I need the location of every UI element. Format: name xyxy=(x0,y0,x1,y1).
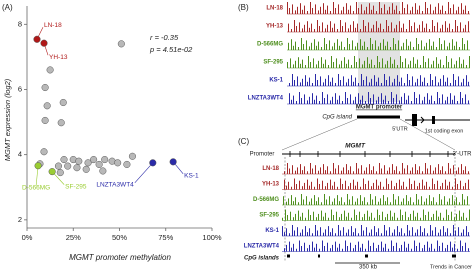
y-tick-label: 4 xyxy=(18,150,22,159)
point-label: YH-13 xyxy=(49,54,68,61)
track-label: LNZTA3WT4 xyxy=(244,244,280,250)
point-label: LNZTA3WT4 xyxy=(96,182,134,189)
point xyxy=(73,164,81,172)
point xyxy=(114,159,122,167)
point xyxy=(101,156,109,164)
point xyxy=(34,162,42,170)
track-label: SF-295 xyxy=(263,60,283,66)
zoom-line xyxy=(399,118,456,151)
point-label: LN-18 xyxy=(44,22,62,29)
promoter-label: MGMT promoter xyxy=(356,105,403,111)
point xyxy=(149,159,157,167)
x-tick-label: 100% xyxy=(202,233,222,242)
zoom-line xyxy=(281,118,358,151)
x-tick-label: 50% xyxy=(112,233,127,242)
point xyxy=(56,169,64,177)
point xyxy=(41,116,49,124)
track-label: YH-13 xyxy=(266,24,284,30)
signal-track xyxy=(282,178,470,190)
exon-ticks xyxy=(289,151,449,157)
signal-track xyxy=(287,56,470,68)
point xyxy=(40,148,48,156)
y-tick-label: 8 xyxy=(18,19,22,28)
point-label: D-566MG xyxy=(22,184,50,191)
signal-track xyxy=(282,163,470,174)
signal-track xyxy=(287,2,470,14)
point xyxy=(43,102,51,110)
x-tick-label: 75% xyxy=(158,233,173,242)
signal-track xyxy=(287,20,470,32)
point xyxy=(128,152,136,160)
point xyxy=(64,162,72,170)
signal-track xyxy=(282,194,470,205)
point xyxy=(40,39,48,47)
annotation: p = 4.51e-02 xyxy=(149,45,193,54)
signal-track xyxy=(287,74,470,86)
y-axis-title: MGMT expression (log2) xyxy=(3,78,12,161)
gene-label: MGMT xyxy=(345,143,366,150)
highlight-region xyxy=(358,2,400,102)
point-label: KS-1 xyxy=(184,173,199,180)
track-label: D-566MG xyxy=(257,42,283,48)
track-label: LN-18 xyxy=(266,6,283,12)
point xyxy=(123,160,131,168)
point xyxy=(117,40,125,48)
signal-track xyxy=(287,92,470,104)
panel-label: (B) xyxy=(238,3,249,12)
promoter-label: Promoter xyxy=(250,152,275,158)
point xyxy=(54,162,63,170)
track-label: LNZTA3WT4 xyxy=(248,96,284,102)
point xyxy=(95,160,103,168)
point xyxy=(57,119,65,127)
point xyxy=(99,167,107,175)
track-label: SF-295 xyxy=(259,213,279,219)
track-label: YH-13 xyxy=(262,182,280,188)
track-label: D-566MG xyxy=(253,197,279,203)
point xyxy=(59,98,67,107)
exon-label: 1st coding exon xyxy=(425,128,464,134)
y-tick-label: 2 xyxy=(18,215,22,224)
exon xyxy=(412,114,417,126)
point xyxy=(90,156,98,164)
point xyxy=(46,66,54,74)
cpg-label: CpG islands xyxy=(244,256,280,262)
x-tick-label: 25% xyxy=(66,233,81,242)
point-label: SF-295 xyxy=(65,183,87,190)
signal-track xyxy=(282,240,470,252)
x-axis-title: MGMT promoter methylation xyxy=(69,253,171,262)
signal-track xyxy=(287,38,470,50)
track-label: LN-18 xyxy=(262,166,279,172)
x-tick-label: 0% xyxy=(22,233,33,242)
utr3-label: 3'-UTR xyxy=(453,152,472,158)
signal-track xyxy=(282,209,470,221)
y-tick-label: 6 xyxy=(18,84,22,93)
arrow xyxy=(417,116,425,124)
exon xyxy=(432,116,435,124)
point xyxy=(33,35,41,43)
leader-line xyxy=(134,162,154,184)
point xyxy=(169,158,177,166)
scale-label: 350 kb xyxy=(359,265,378,271)
utr-label: 5'UTR xyxy=(392,126,407,132)
track-label: KS-1 xyxy=(269,78,283,84)
point xyxy=(48,168,56,176)
panel-label: (A) xyxy=(2,3,13,12)
signal-track xyxy=(282,225,470,236)
cpg-label: CpG island xyxy=(322,115,352,121)
track-label: KS-1 xyxy=(265,228,279,234)
point xyxy=(82,165,90,173)
annotation: r = -0.35 xyxy=(150,33,179,42)
point xyxy=(60,156,68,164)
panel-label: (C) xyxy=(238,137,249,146)
point xyxy=(75,157,83,165)
point xyxy=(41,83,49,92)
point xyxy=(84,159,92,167)
footer: Trends in Cancer xyxy=(430,264,472,270)
